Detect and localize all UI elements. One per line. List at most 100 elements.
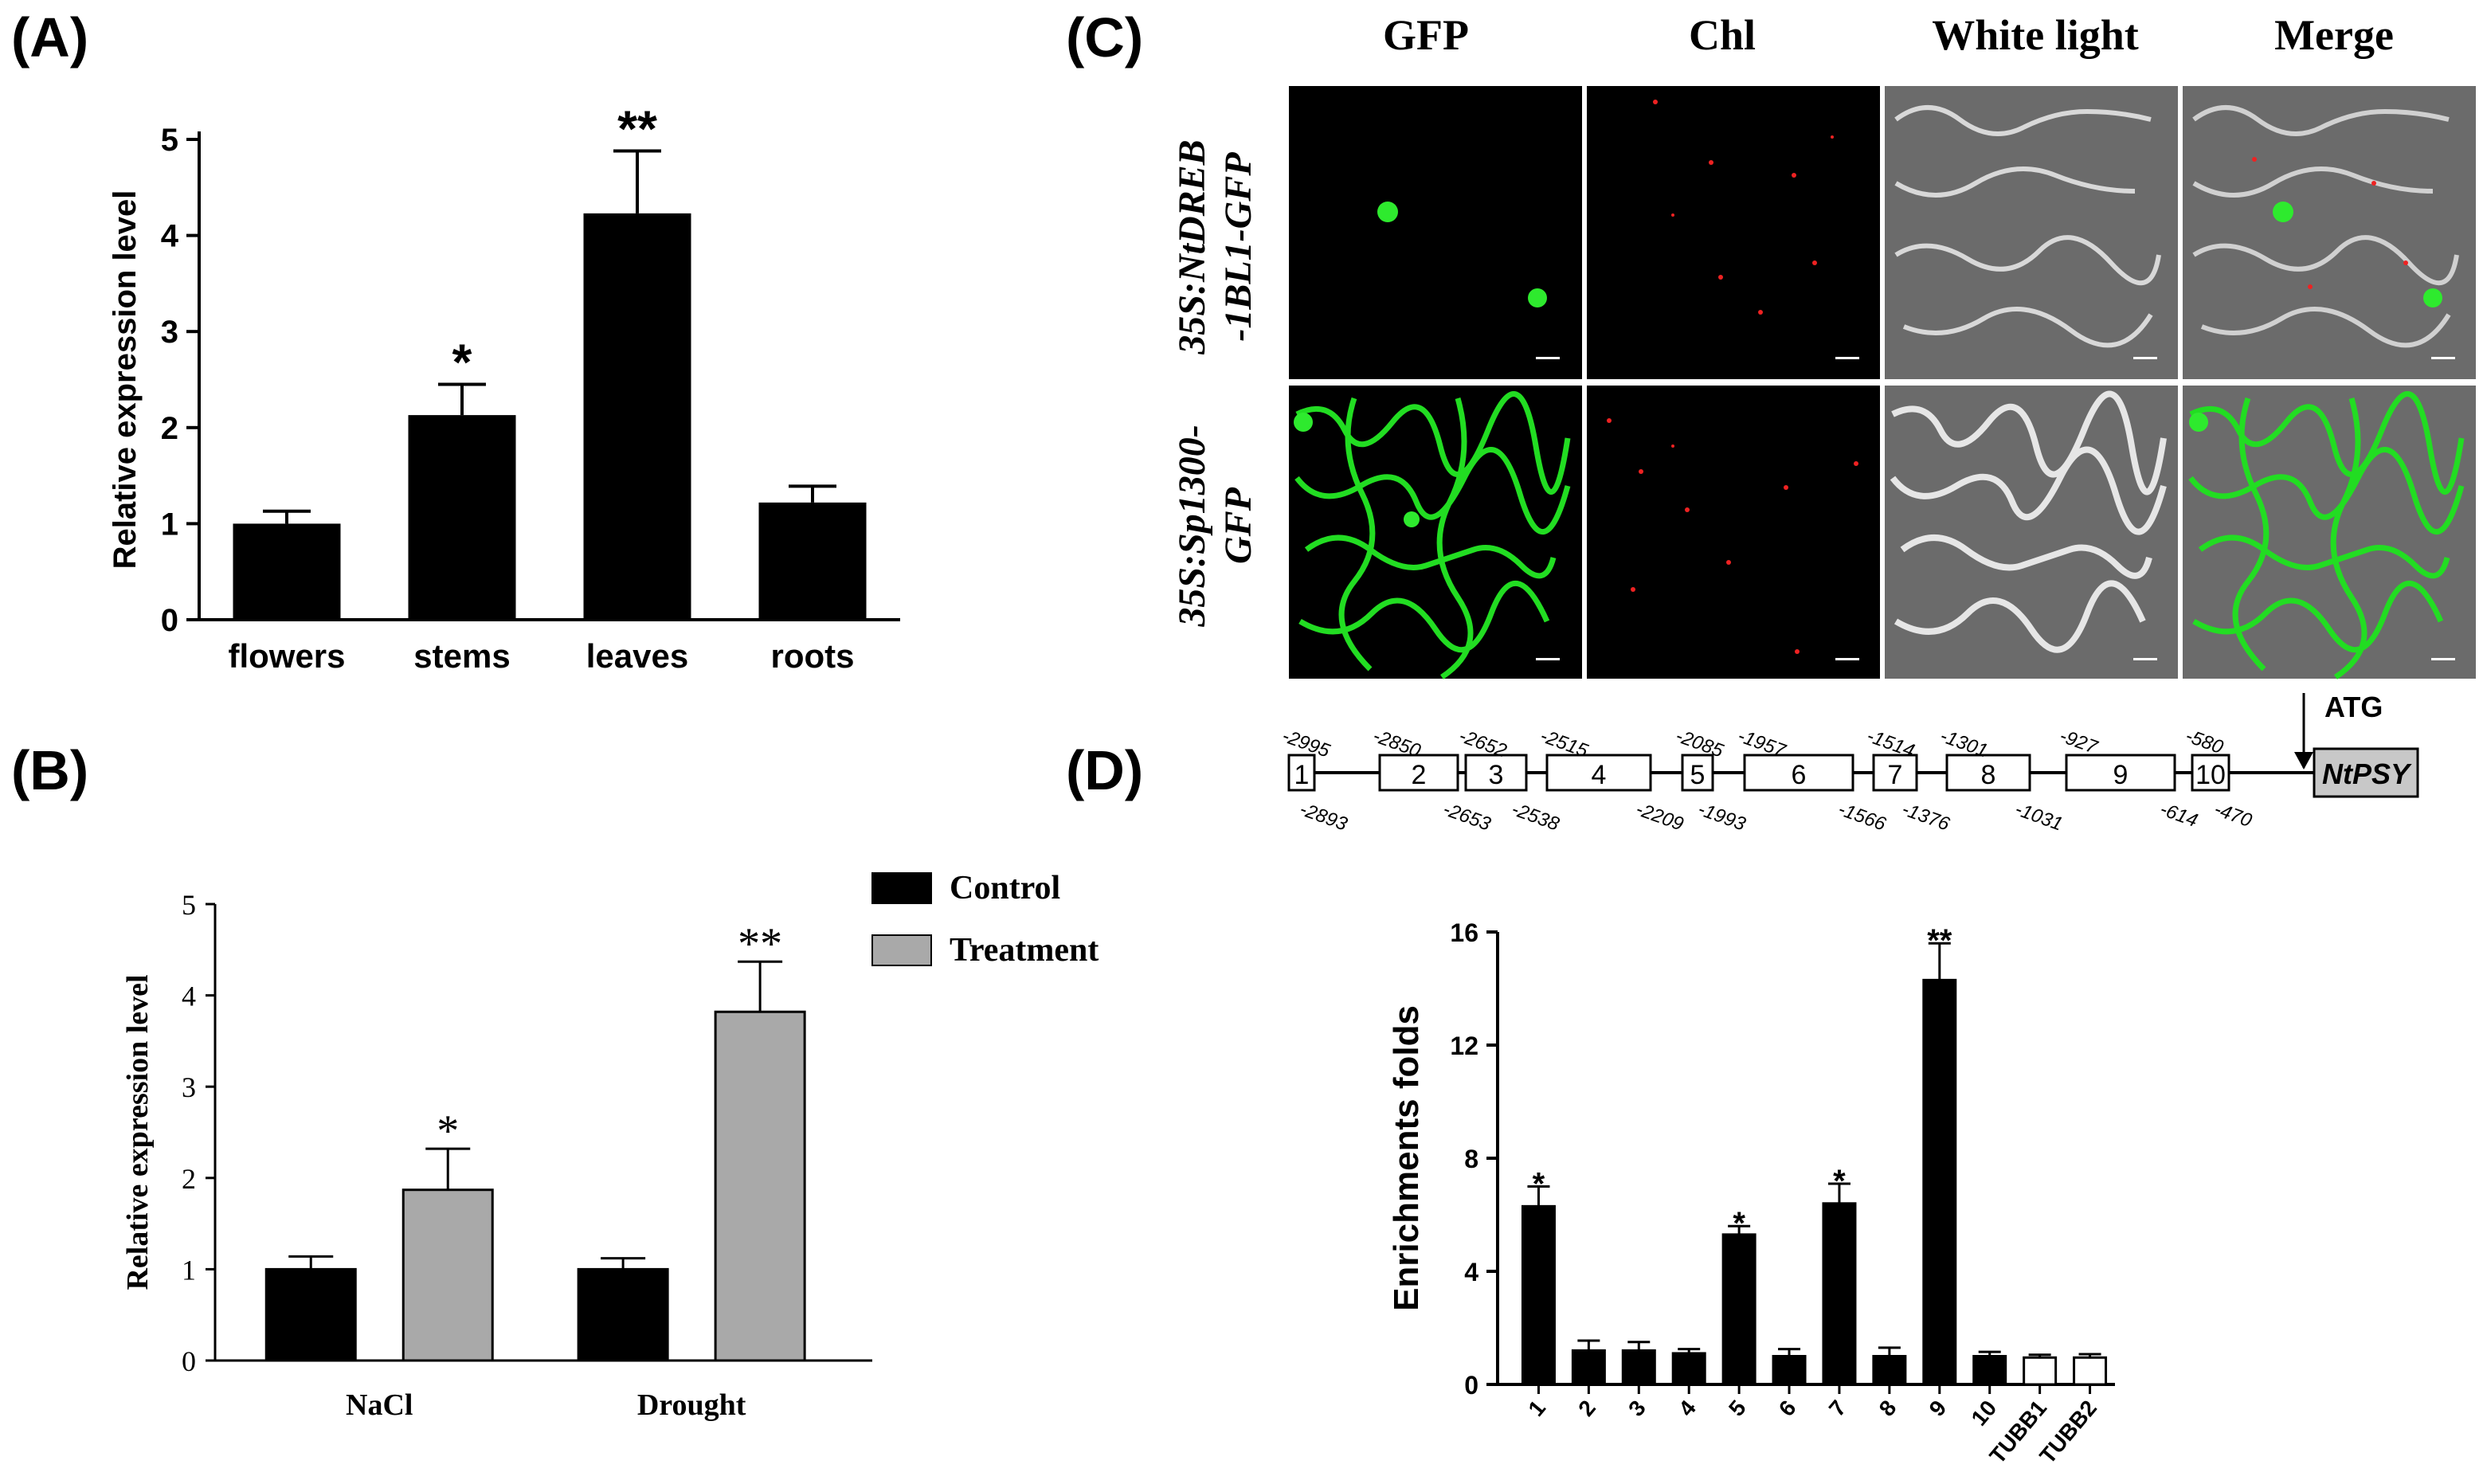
chart-b-significance-mark: **	[738, 919, 782, 969]
chart-d-x-tick-label: 4	[1674, 1396, 1701, 1421]
microscopy-figure: GFP Chl White light Merge 35S:NtDREB -1B…	[1171, 11, 2476, 679]
promoter-element-number: 4	[1592, 760, 1607, 790]
micro-image-row1-merge	[2183, 86, 2476, 379]
micro-image-row1-chl	[1587, 86, 1880, 379]
promoter-element-box	[2191, 754, 2230, 792]
chart-b-legend-label: Control	[950, 870, 1060, 906]
promoter-end-position-label: -2653	[1440, 798, 1494, 836]
chart-d-bar	[1822, 1202, 1857, 1386]
chart-b-significance-mark: *	[437, 1106, 459, 1156]
chart-d-x-tick-label: 2	[1573, 1396, 1600, 1421]
chart-d-bar	[1772, 1355, 1807, 1386]
chart-d-x-tick-label: 7	[1824, 1396, 1851, 1421]
chart-d-y-tick-label: 12	[1450, 1032, 1478, 1060]
chart-a-bar	[233, 523, 341, 620]
promoter-element-number: 8	[1981, 760, 1996, 790]
chart-a-y-tick-label: 4	[161, 219, 179, 254]
micro-col-header-merge: Merge	[2274, 11, 2394, 59]
chart-a-group: 0 1 2 3 4 5 Relative expression level flowers st…	[108, 100, 900, 675]
promoter-start-position-label: -927	[2057, 725, 2101, 758]
chart-a-bar	[758, 502, 867, 620]
chart-d-bar	[2023, 1356, 2058, 1386]
promoter-element-box	[1743, 754, 1854, 792]
micro-image-row2-gfp	[1289, 386, 1582, 679]
chart-b-legend-swatch	[871, 934, 932, 966]
chart-a-y-tick-label: 5	[161, 123, 178, 158]
promoter-element-box	[1945, 754, 2031, 792]
micro-image-row2-chl	[1587, 386, 1880, 679]
promoter-element-number: 6	[1792, 760, 1807, 790]
chart-b-bar	[714, 1010, 806, 1362]
promoter-end-position-label: -1993	[1695, 798, 1749, 836]
chart-d-y-tick-label: 4	[1464, 1258, 1478, 1286]
chart-b-y-axis-label: Relative expression level	[121, 974, 155, 1290]
chart-b-bar	[264, 1267, 357, 1362]
chart-d-x-tick-label: 5	[1724, 1396, 1751, 1421]
promoter-element-number: 1	[1294, 760, 1310, 790]
chart-b-y-tick-label: 2	[182, 1163, 196, 1195]
micro-image-row2-white-light	[1885, 386, 2178, 679]
promoter-element-box	[1872, 754, 1918, 792]
atg-arrow-head	[2294, 752, 2313, 769]
micro-row-label-2: 35S:Sp1300- GFP	[1171, 425, 1259, 627]
chart-d-y-tick-label: 8	[1464, 1145, 1478, 1173]
micro-image-row1-white-light	[1885, 86, 2178, 379]
promoter-element-box	[1287, 754, 1316, 792]
chart-d-bar	[1972, 1355, 2007, 1386]
micro-col-header-white-light: White light	[1932, 11, 2139, 59]
promoter-end-position-label: -2893	[1297, 798, 1351, 836]
promoter-start-position-label: -580	[2183, 725, 2226, 758]
micro-row-label-2-line2: GFP	[1217, 487, 1259, 564]
promoter-element-number: 10	[2195, 760, 2226, 790]
chart-b-x-tick-label: NaCl	[346, 1388, 413, 1422]
chart-a-y-tick-label: 3	[161, 315, 178, 350]
promoter-element-box	[1464, 754, 1528, 792]
panel-label-d: (D)	[1066, 739, 1144, 801]
chart-a-y-tick-label: 2	[161, 411, 178, 446]
gene-box-ntpsy	[2313, 747, 2419, 798]
chart-d-y-axis-label: Enrichments folds	[1387, 1005, 1426, 1311]
chart-b-stress-expression: 0 1 2 3 4 5 Relative expression level * NaCl ** Dr…	[121, 870, 1099, 1422]
chart-b-y-tick-label: 3	[182, 1071, 196, 1103]
chart-a-x-tick-label: leaves	[586, 637, 688, 675]
chart-b-group: 0 1 2 3 4 5 Relative expression level * NaCl ** Dr…	[121, 870, 1099, 1422]
promoter-end-position-label: -1376	[1899, 798, 1953, 836]
chart-d-significance-mark: *	[1533, 1167, 1545, 1202]
promoter-element-number: 5	[1690, 760, 1706, 790]
chart-a-y-axis-label: Relative expression level	[108, 190, 143, 570]
chart-d-bar	[1721, 1233, 1757, 1386]
chart-b-bar	[577, 1267, 669, 1362]
promoter-element-box	[2065, 754, 2176, 792]
promoter-end-position-label: -1031	[2012, 798, 2066, 835]
promoter-end-position-label: -1566	[1835, 798, 1890, 836]
chart-d-y-tick-label: 0	[1464, 1371, 1478, 1400]
micro-row-label-1-line1: 35S:NtDREB	[1171, 139, 1213, 354]
chart-a-x-tick-label: stems	[413, 637, 510, 675]
promoter-element-number: 9	[2113, 760, 2129, 790]
atg-label: ATG	[2324, 691, 2383, 723]
chart-d-bar	[1872, 1355, 1907, 1386]
promoter-element-number: 7	[1888, 760, 1903, 790]
chart-d-significance-mark: *	[1833, 1164, 1846, 1199]
panel-label-c: (C)	[1066, 6, 1144, 69]
chart-d-significance-mark: **	[1927, 923, 1952, 958]
micro-col-header-chl: Chl	[1689, 11, 1756, 59]
chart-d-x-tick-label: 10	[1967, 1396, 2002, 1431]
micro-row-label-1-line2: -1BL1-GFP	[1217, 152, 1259, 342]
chart-a-expression-by-tissue: 0 1 2 3 4 5 Relative expression level flowers st…	[108, 100, 900, 675]
chart-d-bar	[1671, 1352, 1706, 1386]
chart-b-legend-label: Treatment	[950, 932, 1099, 969]
micro-image-row2-merge	[2183, 386, 2476, 679]
chart-b-y-tick-label: 4	[182, 981, 196, 1012]
chart-b-y-tick-label: 5	[182, 889, 196, 921]
chart-b-x-tick-label: Drought	[637, 1388, 746, 1422]
chart-d-bar	[2073, 1356, 2108, 1386]
chart-a-bar	[583, 213, 691, 620]
promoter-map: 1-2995-28932-2850-26533-2652-25384-2515-…	[1279, 691, 2419, 836]
promoter-end-position-label: -2209	[1633, 798, 1686, 835]
chart-d-x-tick-label: 8	[1874, 1396, 1901, 1421]
chart-b-y-tick-label: 1	[182, 1254, 196, 1286]
promoter-end-position-label: -614	[2157, 798, 2200, 832]
micro-row-label-1: 35S:NtDREB -1BL1-GFP	[1171, 139, 1259, 354]
